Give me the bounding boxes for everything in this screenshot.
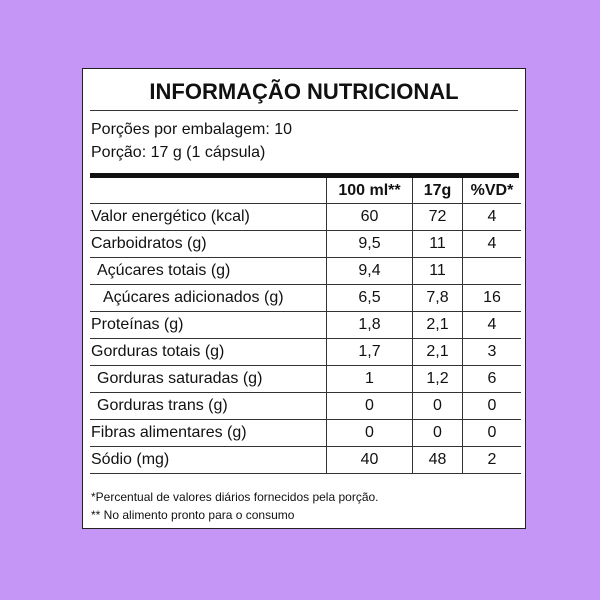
- title-rule: [90, 110, 518, 111]
- header-row: 100 ml** 17g %VD*: [90, 178, 521, 204]
- nutrient-value: 9,5: [326, 230, 413, 258]
- nutrient-row: Gorduras totais (g) 1,7 2,1 3: [90, 338, 521, 366]
- nutrition-panel: INFORMAÇÃO NUTRICIONAL Porções por embal…: [82, 68, 526, 529]
- nutrient-value: 6,5: [326, 284, 413, 312]
- servings-per-package: Porções por embalagem: 10: [91, 121, 292, 138]
- nutrient-value: 1,7: [326, 338, 413, 366]
- nutrient-row: Gorduras saturadas (g) 1 1,2 6: [90, 365, 521, 393]
- nutrient-label: Gorduras trans (g): [90, 392, 327, 420]
- nutrient-value: 40: [326, 446, 413, 474]
- nutrient-value: 0: [326, 392, 413, 420]
- nutrient-label: Valor energético (kcal): [90, 203, 327, 231]
- nutrient-value: 11: [412, 257, 463, 285]
- nutrient-label: Sódio (mg): [90, 446, 327, 474]
- nutrient-label: Proteínas (g): [90, 311, 327, 339]
- nutrient-value: 4: [462, 203, 521, 231]
- nutrient-value: 72: [412, 203, 463, 231]
- nutrient-row: Proteínas (g) 1,8 2,1 4: [90, 311, 521, 339]
- footnote: *Percentual de valores diários fornecido…: [91, 490, 379, 504]
- nutrient-label: Gorduras totais (g): [90, 338, 327, 366]
- nutrient-value: 2,1: [412, 338, 463, 366]
- nutrient-value: 3: [462, 338, 521, 366]
- nutrient-value: [462, 257, 521, 285]
- nutrient-value: 0: [412, 392, 463, 420]
- nutrient-value: 1,8: [326, 311, 413, 339]
- column-header: 100 ml**: [326, 178, 413, 204]
- nutrient-value: 48: [412, 446, 463, 474]
- column-header: 17g: [412, 178, 463, 204]
- nutrient-label: Açúcares adicionados (g): [90, 284, 327, 312]
- header-cell: [90, 178, 327, 204]
- nutrient-value: 6: [462, 365, 521, 393]
- nutrient-value: 2: [462, 446, 521, 474]
- nutrient-value: 4: [462, 311, 521, 339]
- nutrient-label: Carboidratos (g): [90, 230, 327, 258]
- nutrient-label: Açúcares totais (g): [90, 257, 327, 285]
- nutrient-value: 7,8: [412, 284, 463, 312]
- nutrient-value: 0: [462, 419, 521, 447]
- nutrient-row: Fibras alimentares (g) 0 0 0: [90, 419, 521, 447]
- nutrient-value: 60: [326, 203, 413, 231]
- nutrient-label: Gorduras saturadas (g): [90, 365, 327, 393]
- nutrient-value: 0: [326, 419, 413, 447]
- title: INFORMAÇÃO NUTRICIONAL: [149, 79, 459, 104]
- serving-size: Porção: 17 g (1 cápsula): [91, 144, 266, 161]
- thick-rule: [90, 173, 519, 178]
- nutrient-value: 1: [326, 365, 413, 393]
- nutrient-value: 2,1: [412, 311, 463, 339]
- nutrient-row: Açúcares totais (g) 9,4 11: [90, 257, 521, 285]
- nutrition-table: 100 ml** 17g %VD* Valor energético (kcal) 6…: [90, 178, 521, 474]
- nutrient-value: 16: [462, 284, 521, 312]
- nutrient-row: Gorduras trans (g) 0 0 0: [90, 392, 521, 420]
- nutrient-value: 0: [462, 392, 521, 420]
- nutrient-row: Sódio (mg) 40 48 2: [90, 446, 521, 474]
- nutrient-value: 4: [462, 230, 521, 258]
- nutrient-row: Açúcares adicionados (g) 6,5 7,8 16: [90, 284, 521, 312]
- nutrient-row: Valor energético (kcal) 60 72 4: [90, 203, 521, 231]
- nutrient-label: Fibras alimentares (g): [90, 419, 327, 447]
- nutrient-value: 0: [412, 419, 463, 447]
- nutrient-value: 1,2: [412, 365, 463, 393]
- nutrient-row: Carboidratos (g) 9,5 11 4: [90, 230, 521, 258]
- nutrient-value: 9,4: [326, 257, 413, 285]
- nutrient-value: 11: [412, 230, 463, 258]
- column-header: %VD*: [462, 178, 521, 204]
- footnote: ** No alimento pronto para o consumo: [91, 508, 295, 522]
